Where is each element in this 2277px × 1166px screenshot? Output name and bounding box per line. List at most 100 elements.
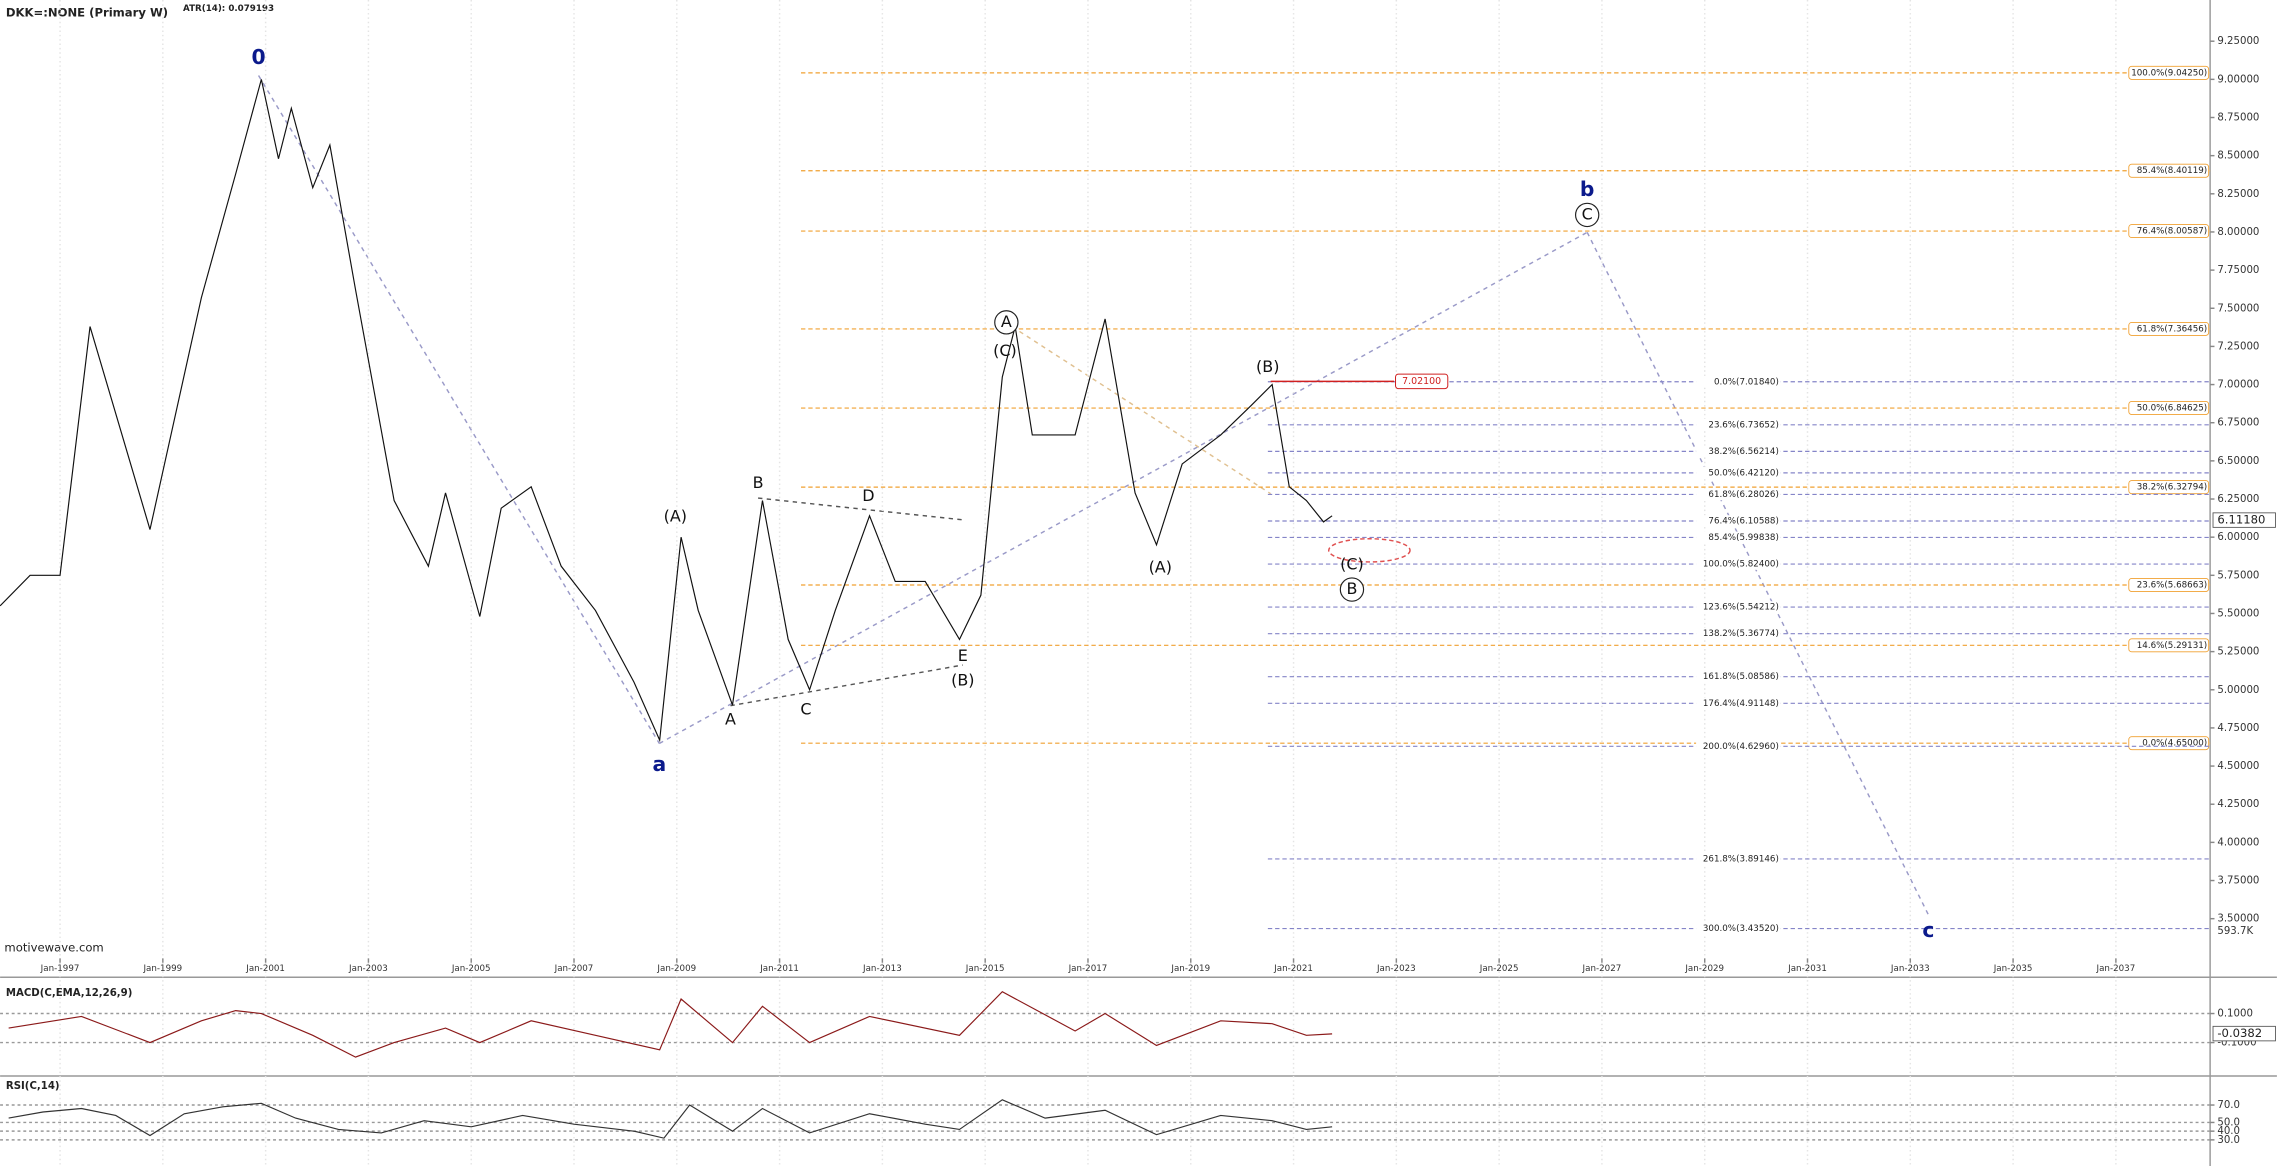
fib-label: 23.6%(5.68663): [2137, 580, 2207, 590]
fib-label-box: [2128, 638, 2210, 653]
x-tick-label: Jan-1997: [40, 964, 80, 974]
fib-label-bg: [1696, 445, 1781, 458]
y-tick-label: 5.25000: [2217, 647, 2259, 658]
y-tick-label: 3.75000: [2217, 876, 2259, 887]
fib-label-bg: [1696, 558, 1781, 570]
fib-label: 100.0%(5.82400): [1703, 560, 1779, 570]
fib-label: 0.0%(4.65000): [2142, 739, 2207, 749]
fib-label-bg: [1696, 531, 1781, 544]
fib-label-box: [2128, 480, 2210, 495]
x-tick-label: Jan-2023: [1376, 964, 1416, 974]
x-tick-label: Jan-2013: [862, 964, 902, 974]
y-tick-label: 3.50000: [2217, 914, 2259, 925]
last-value-box: [2212, 1025, 2276, 1042]
x-tick-label: Jan-2035: [1993, 964, 2033, 974]
x-tick-label: Jan-2019: [1170, 964, 1210, 974]
chart-title: DKK=:NONE (Primary W): [6, 6, 168, 20]
y-tick-label: 40.0: [2217, 1126, 2240, 1137]
fib-label-box: [2128, 401, 2210, 415]
panel-title: RSI(C,14): [6, 1081, 60, 1092]
y-tick-label: 9.25000: [2217, 36, 2259, 47]
x-tick-label: Jan-2001: [245, 964, 285, 974]
x-tick-label: Jan-2007: [554, 964, 594, 974]
fib-label: 261.8%(3.89146): [1703, 854, 1779, 864]
y-tick-label: 50.0: [2217, 1117, 2240, 1128]
target-zone: [1327, 537, 1411, 563]
last-value-label: -0.0382: [2217, 1026, 2262, 1040]
wave-label: A: [725, 710, 736, 729]
fib-label: 23.6%(6.73652): [1708, 420, 1778, 430]
fib-label: 161.8%(5.08586): [1703, 672, 1779, 682]
fib-label-bg: [1696, 922, 1781, 935]
fib-label-bg: [1696, 853, 1781, 865]
x-tick-label: Jan-2037: [2096, 964, 2136, 974]
y-tick-label: 7.75000: [2217, 265, 2259, 276]
y-tick-label: 8.00000: [2217, 227, 2259, 238]
wave-label: a: [652, 752, 666, 776]
fib-label: 14.6%(5.29131): [2137, 641, 2207, 651]
fib-label-bg: [1696, 601, 1781, 613]
fib-label-bg: [1696, 670, 1781, 683]
y-tick-label: 8.50000: [2217, 151, 2259, 162]
y-tick-label: 5.75000: [2217, 570, 2259, 581]
wave-label: (B): [951, 671, 974, 690]
x-tick-label: Jan-1999: [142, 964, 182, 974]
x-tick-label: Jan-2033: [1890, 964, 1930, 974]
y-tick-label: 8.25000: [2217, 189, 2259, 200]
wave-circle: [1339, 577, 1365, 602]
fib-label-box: [2128, 65, 2210, 80]
fib-label: 85.4%(5.99838): [1708, 533, 1778, 543]
y-tick-label: 4.75000: [2217, 723, 2259, 734]
wave-label: D: [862, 486, 874, 505]
y-tick-label: 6.75000: [2217, 418, 2259, 429]
wave-circle: [994, 310, 1019, 335]
indicator-label: ATR(14): 0.079193: [183, 4, 274, 14]
fib-label-box: [2128, 224, 2210, 239]
price-line: [0, 79, 1333, 743]
marker-label: 7.02100: [1402, 376, 1441, 387]
wave-label: (B): [1256, 357, 1279, 376]
fib-label: 300.0%(3.43520): [1703, 924, 1779, 934]
y-tick-label: 70.0: [2217, 1100, 2240, 1111]
y-tick-label: 5.50000: [2217, 608, 2259, 619]
x-tick-label: Jan-2015: [965, 964, 1005, 974]
fib-label: 38.2%(6.56214): [1708, 447, 1778, 457]
fib-label-box: [2128, 163, 2210, 178]
fib-label-bg: [1696, 697, 1781, 710]
fib-label: 200.0%(4.62960): [1703, 742, 1779, 752]
wave-label: C: [800, 700, 811, 719]
y-tick-label: 5.00000: [2217, 685, 2259, 696]
fib-label-bg: [1696, 627, 1781, 640]
y-tick-label: 0.1000: [2217, 1009, 2253, 1020]
y-tick-label: -0.1000: [2217, 1038, 2256, 1049]
fib-label-bg: [1696, 515, 1781, 527]
wave-label: E: [958, 646, 968, 665]
wave-label: c: [1922, 918, 1934, 942]
volume-label: 593.7K: [2217, 926, 2253, 937]
wave-label: B: [1346, 579, 1357, 598]
x-tick-label: Jan-2005: [451, 964, 491, 974]
x-tick-label: Jan-2009: [656, 964, 696, 974]
price-line: [8, 1099, 1333, 1139]
fib-label-box: [2128, 578, 2210, 592]
fib-label-bg: [1696, 375, 1781, 388]
wave-label: B: [753, 473, 764, 492]
fib-label-bg: [1696, 740, 1781, 753]
price-line: [8, 991, 1333, 1058]
y-tick-label: 7.25000: [2217, 341, 2259, 352]
wave-label: b: [1580, 177, 1595, 201]
last-value-label: 6.11180: [2217, 513, 2265, 527]
wave-label: (C): [993, 341, 1017, 360]
x-tick-label: Jan-2025: [1479, 964, 1519, 974]
fib-label: 76.4%(8.00587): [2137, 227, 2207, 237]
source: motivewave.com: [4, 941, 103, 955]
wave-label: (A): [1149, 557, 1172, 576]
fib-label: 123.6%(5.54212): [1703, 603, 1779, 613]
y-tick-label: 7.00000: [2217, 380, 2259, 391]
x-tick-label: Jan-2021: [1273, 964, 1313, 974]
fib-label-bg: [1696, 488, 1781, 501]
fib-label-bg: [1696, 418, 1781, 431]
y-tick-label: 6.50000: [2217, 456, 2259, 467]
fib-label: 61.8%(6.28026): [1708, 490, 1778, 500]
